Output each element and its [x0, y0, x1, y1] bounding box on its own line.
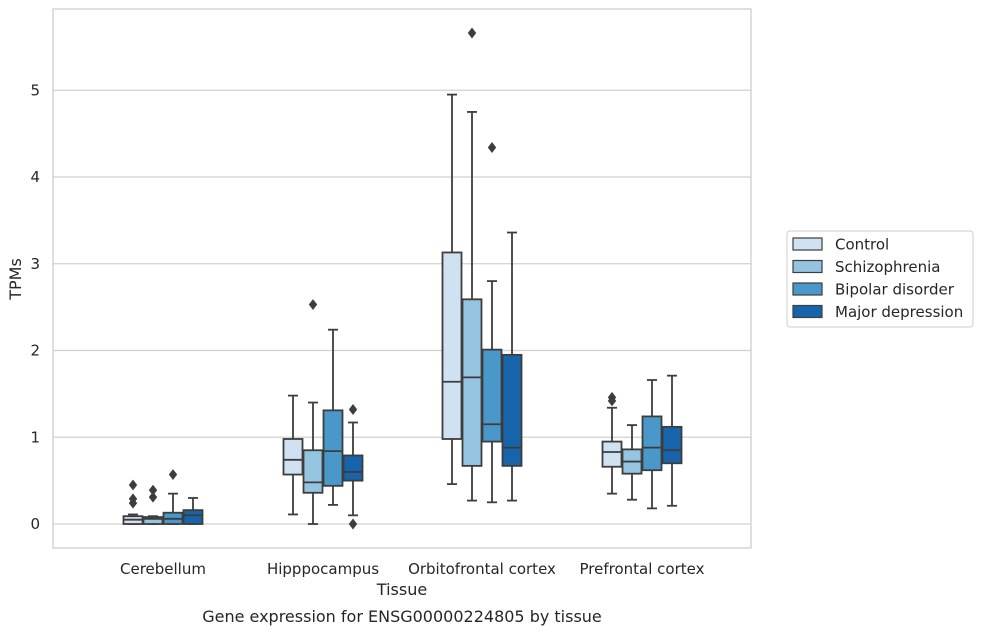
box-4-3: [641, 379, 663, 510]
legend-label-4: Major depression: [835, 303, 963, 321]
box-3-2: [461, 27, 483, 502]
box-body: [142, 516, 164, 525]
y-tick-label-1: 1: [30, 428, 40, 446]
box-3-1: [441, 93, 463, 485]
outlier-point: [348, 518, 358, 530]
outlier-point: [348, 404, 358, 415]
x-tick-label-1: Cerebellum: [120, 560, 206, 578]
outlier-point: [607, 395, 617, 407]
x-tick-label-3: Orbitofrontal cortex: [408, 560, 556, 578]
box-1-2: [142, 484, 164, 525]
box-body: [481, 348, 503, 443]
box-2-1: [282, 394, 304, 516]
plot-area-frame: [52, 8, 752, 549]
y-gridlines: [53, 89, 751, 525]
outlier-point: [308, 299, 318, 310]
outlier-point: [487, 142, 497, 153]
legend-swatch-3: [792, 282, 823, 296]
box-body: [322, 409, 344, 487]
y-tick-label-0: 0: [30, 515, 40, 533]
box-3-4: [501, 231, 523, 502]
box-body: [461, 298, 483, 467]
legend-label-3: Bipolar disorder: [835, 281, 955, 299]
y-tick-label-2: 2: [30, 342, 40, 360]
box-2-3: [322, 328, 344, 506]
box-body: [641, 415, 663, 472]
legend-swatch-4: [792, 304, 823, 319]
y-axis-title: TPMs: [6, 258, 25, 301]
box-1-1: [122, 479, 144, 525]
outlier-point: [128, 479, 138, 491]
box-4-4: [661, 374, 683, 507]
box-1-3: [162, 469, 184, 525]
outlier-point: [128, 497, 138, 509]
outlier-point: [168, 469, 178, 481]
box-body: [441, 251, 463, 440]
box-4-1: [601, 391, 623, 495]
box-body: [501, 353, 523, 467]
outlier-point: [148, 484, 158, 496]
outlier-point: [148, 491, 158, 503]
box-body: [182, 509, 204, 525]
figure-caption: Gene expression for ENSG00000224805 by t…: [202, 607, 602, 626]
x-axis-title: Tissue: [376, 580, 427, 599]
box-body: [282, 438, 304, 476]
x-axis-tick-labels: Cerebellum Hipppocampus Orbitofrontal cort…: [120, 560, 705, 578]
x-tick-label-4: Prefrontal cortex: [580, 560, 705, 578]
box-1-4: [182, 497, 204, 525]
box-body: [661, 425, 683, 465]
y-tick-label-5: 5: [30, 81, 40, 99]
box-groups: [122, 27, 683, 530]
y-axis-tick-labels: 0 1 2 3 4 5: [30, 81, 40, 533]
legend-label-1: Control: [835, 236, 889, 254]
outlier-point: [467, 27, 477, 39]
y-tick-label-3: 3: [30, 255, 40, 273]
x-tick-label-2: Hipppocampus: [267, 560, 379, 578]
box-3-3: [481, 142, 503, 504]
box-body: [342, 454, 364, 482]
box-body: [302, 449, 324, 494]
legend: Control Schizophrenia Bipolar disorder Majo…: [786, 230, 974, 328]
y-tick-label-4: 4: [30, 168, 40, 186]
legend-swatch-1: [792, 237, 823, 251]
box-body: [601, 440, 623, 468]
legend-frame: [786, 230, 974, 328]
box-2-2: [302, 299, 324, 525]
box-2-4: [342, 404, 364, 530]
legend-label-2: Schizophrenia: [835, 258, 940, 276]
legend-swatch-2: [792, 259, 823, 274]
box-4-2: [621, 424, 643, 501]
